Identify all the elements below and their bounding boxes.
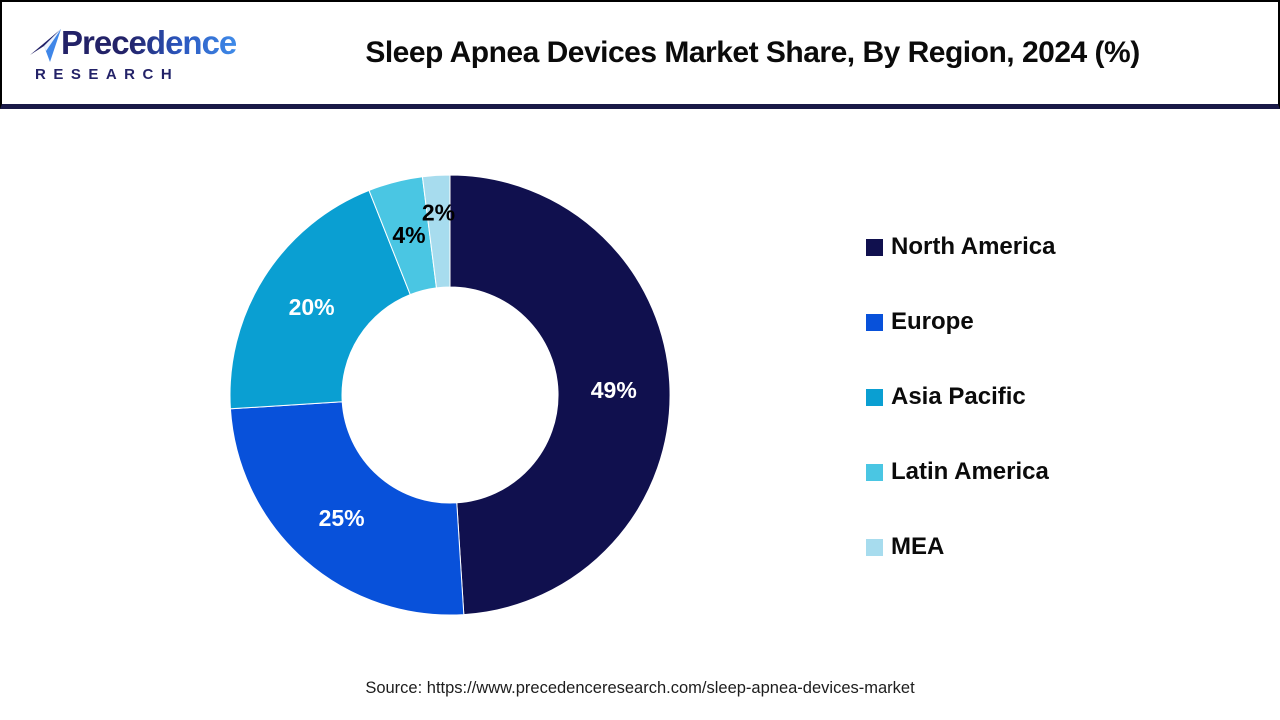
logo-sub-text: RESEARCH bbox=[35, 66, 237, 83]
legend-item-europe: Europe bbox=[866, 306, 1055, 338]
legend-item-north-america: North America bbox=[866, 231, 1055, 263]
slice-label-mea: 2% bbox=[422, 199, 455, 225]
donut-slice-europe bbox=[229, 401, 465, 616]
source-attribution: Source: https://www.precedenceresearch.c… bbox=[365, 679, 915, 697]
donut-slice-north-america bbox=[449, 174, 671, 616]
chart-legend: North America Europe Asia Pacific Latin … bbox=[866, 231, 1055, 563]
donut-slice-asia-pacific bbox=[229, 189, 411, 410]
slice-label-north-america: 49% bbox=[591, 377, 637, 403]
paper-plane-icon bbox=[29, 27, 63, 68]
page-title: Sleep Apnea Devices Market Share, By Reg… bbox=[365, 36, 1140, 69]
legend-label: Europe bbox=[891, 308, 974, 335]
logo-brand-text: Precedence bbox=[61, 24, 237, 61]
legend-swatch-latin-america bbox=[866, 463, 883, 481]
slice-label-asia-pacific: 20% bbox=[289, 294, 335, 320]
legend-item-asia-pacific: Asia Pacific bbox=[866, 381, 1055, 413]
slice-label-europe: 25% bbox=[319, 505, 365, 531]
donut-chart: 49% 25% 20% 4%2% bbox=[229, 174, 671, 616]
legend-swatch-europe bbox=[866, 313, 883, 331]
slice-label-latin-america: 4% bbox=[392, 222, 425, 248]
donut-slice-mea bbox=[421, 174, 451, 289]
legend-label: Latin America bbox=[891, 458, 1049, 485]
legend-item-latin-america: Latin America bbox=[866, 456, 1055, 488]
precedence-research-logo: Precedence RESEARCH bbox=[2, 23, 237, 83]
legend-label: Asia Pacific bbox=[891, 383, 1026, 410]
legend-swatch-asia-pacific bbox=[866, 388, 883, 406]
legend-label: North America bbox=[891, 233, 1056, 260]
header-bar: Precedence RESEARCH Sleep Apnea Devices … bbox=[0, 0, 1280, 109]
legend-label: MEA bbox=[891, 533, 945, 560]
legend-item-mea: MEA bbox=[866, 531, 1055, 563]
legend-swatch-north-america bbox=[866, 238, 883, 256]
legend-swatch-mea bbox=[866, 538, 883, 556]
